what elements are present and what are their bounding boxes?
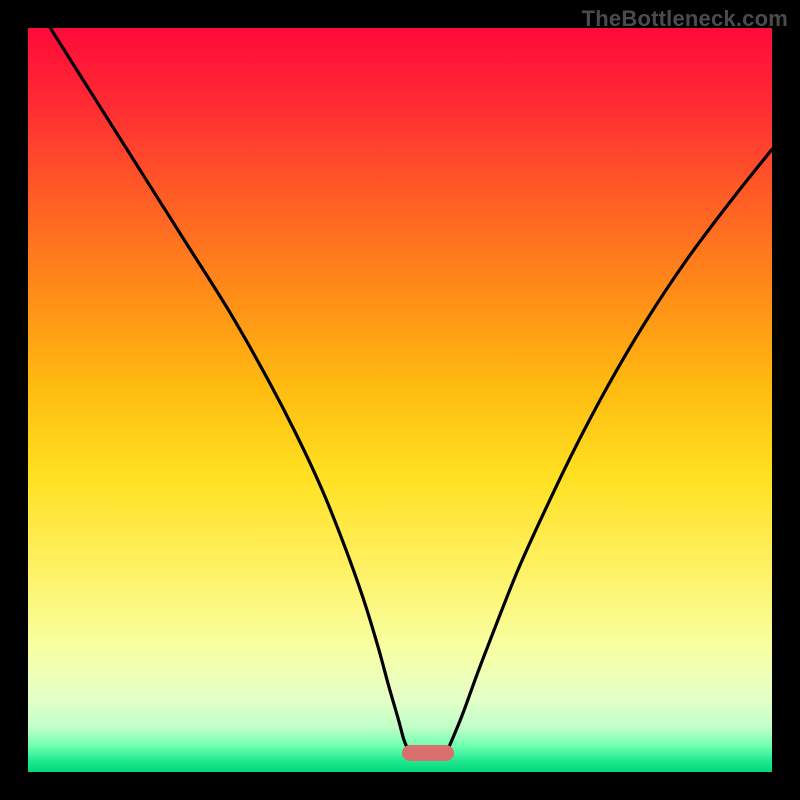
- watermark-text: TheBottleneck.com: [582, 6, 788, 32]
- optimal-marker: [402, 745, 454, 761]
- right-curve: [448, 149, 772, 748]
- chart-canvas: TheBottleneck.com: [0, 0, 800, 800]
- curves-layer: [28, 28, 772, 772]
- plot-area: [28, 28, 772, 772]
- left-curve: [50, 28, 407, 748]
